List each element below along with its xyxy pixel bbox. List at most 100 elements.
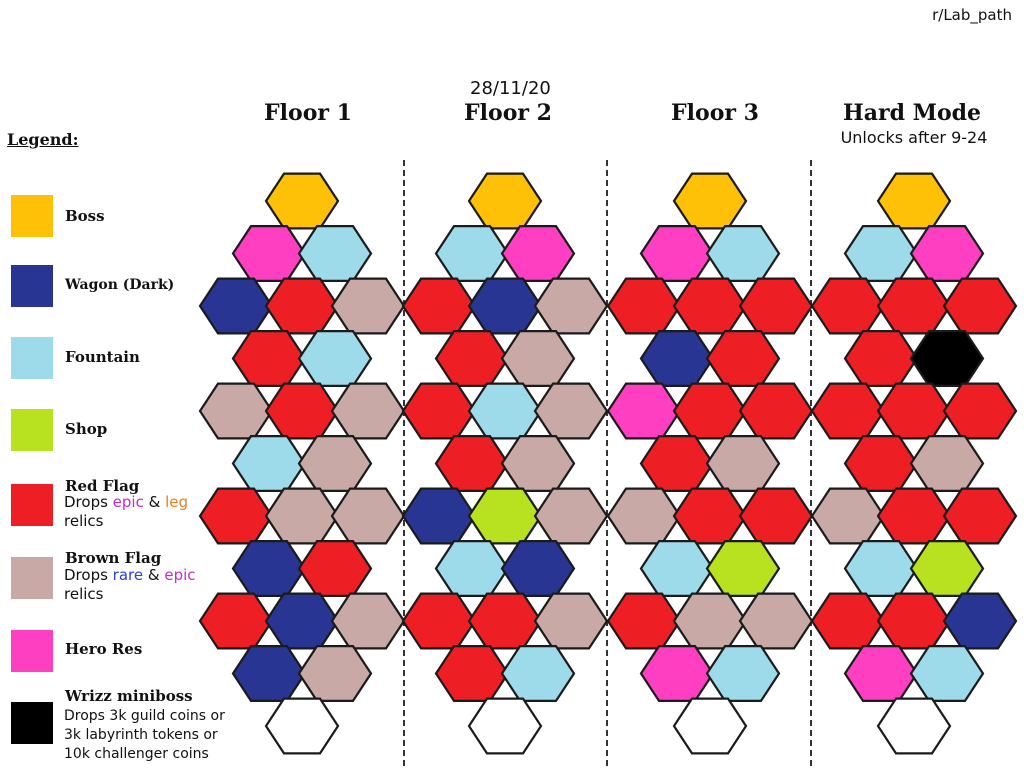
floor-2-tile-wagon bbox=[401, 487, 477, 545]
floor-3-tile-boss bbox=[672, 172, 748, 230]
floor-2-tile-brown-flag bbox=[500, 435, 576, 492]
floor-2-tile-fountain bbox=[434, 225, 510, 282]
floor-1-tile-boss bbox=[264, 172, 340, 230]
floor-4-tile-red-flag bbox=[942, 487, 1018, 545]
brown-flag-desc-prefix: Drops bbox=[64, 566, 113, 584]
legend-swatch-red-flag bbox=[11, 484, 53, 526]
floor-3-tile-fountain bbox=[705, 225, 781, 282]
floor-1-tile-brown-flag bbox=[297, 435, 373, 492]
legend-desc-wrizz: Drops 3k guild coins or 3k labyrinth tok… bbox=[64, 707, 225, 764]
wrizz-desc-line-2: 3k labyrinth tokens or bbox=[64, 727, 218, 743]
floor-4-tile-brown-flag bbox=[810, 487, 886, 545]
floor-1-tile-brown-flag bbox=[330, 592, 406, 650]
floor-1-tile-wagon bbox=[198, 277, 274, 335]
floor-4-tile-red-flag bbox=[876, 277, 952, 335]
legend-desc-red-flag: Drops epic & leg relics bbox=[64, 493, 188, 531]
floor-3-tile-red-flag bbox=[738, 277, 814, 335]
floor-3-tile-red-flag bbox=[672, 382, 748, 440]
floor-4-tile-fountain bbox=[843, 539, 919, 598]
floor-4-tile-hero-res bbox=[843, 644, 919, 703]
floor-divider-1 bbox=[403, 160, 405, 766]
red-flag-desc-suffix: relics bbox=[64, 512, 104, 530]
floor-1-tile-brown-flag bbox=[297, 644, 373, 703]
floor-1-tile-wagon bbox=[231, 644, 307, 703]
hard-mode-title: Hard Mode bbox=[842, 100, 982, 126]
floor-3-tile-shop bbox=[705, 539, 781, 598]
legend-label-fountain: Fountain bbox=[65, 348, 140, 366]
legend-swatch-brown-flag bbox=[11, 557, 53, 599]
floor-2-title: Floor 2 bbox=[464, 100, 552, 126]
floor-2-tile-fountain bbox=[467, 382, 543, 440]
floor-2-tile-wagon bbox=[500, 539, 576, 598]
legend-label-boss: Boss bbox=[65, 207, 105, 225]
floor-4-tile-red-flag bbox=[876, 487, 952, 545]
floor-3-tile-fountain bbox=[639, 539, 715, 598]
floor-1-tile-brown-flag bbox=[198, 382, 274, 440]
floor-2-tile-red-flag bbox=[434, 644, 510, 703]
floor-1-tile-wagon bbox=[231, 539, 307, 598]
floor-3-tile-hero-res bbox=[639, 225, 715, 282]
floor-1-tile-brown-flag bbox=[264, 487, 340, 545]
floor-2-tile-red-flag bbox=[467, 592, 543, 650]
floor-4-tile-red-flag bbox=[810, 277, 886, 335]
floor-divider-3 bbox=[810, 160, 812, 766]
red-flag-desc-mid: & bbox=[143, 493, 166, 511]
floor-4-tile-red-flag bbox=[843, 435, 919, 492]
legend-label-wagon: Wagon (Dark) bbox=[65, 277, 175, 293]
floor-2-tile-wagon bbox=[467, 277, 543, 335]
brown-flag-desc-suffix: relics bbox=[64, 585, 104, 603]
floor-1-tile-fountain bbox=[231, 435, 307, 492]
floor-2-tile-red-flag bbox=[434, 330, 510, 387]
legend-swatch-wagon bbox=[11, 265, 53, 307]
legend-swatch-wrizz bbox=[11, 702, 53, 744]
date-text: 28/11/20 bbox=[470, 78, 551, 99]
floor-3-tile-red-flag bbox=[738, 487, 814, 545]
floor-1-tile-empty bbox=[264, 697, 340, 755]
floor-1-tile-red-flag bbox=[297, 539, 373, 598]
wrizz-desc-line-1: Drops 3k guild coins or bbox=[64, 708, 225, 724]
red-flag-desc-prefix: Drops bbox=[64, 493, 113, 511]
floor-1-tile-red-flag bbox=[264, 382, 340, 440]
floor-2-tile-red-flag bbox=[401, 382, 477, 440]
floor-3-tile-red-flag bbox=[606, 277, 682, 335]
legend-swatch-fountain bbox=[11, 337, 53, 379]
floor-3-tile-brown-flag bbox=[738, 592, 814, 650]
legend-label-brown-flag: Brown Flag bbox=[65, 549, 162, 567]
hard-mode-subtitle: Unlocks after 9-24 bbox=[840, 128, 988, 147]
legend-label-red-flag: Red Flag bbox=[65, 477, 140, 495]
floor-3-tile-hero-res bbox=[639, 644, 715, 703]
floor-3-tile-red-flag bbox=[672, 277, 748, 335]
floor-3-tile-red-flag bbox=[672, 487, 748, 545]
floor-4-tile-red-flag bbox=[942, 277, 1018, 335]
red-flag-desc-leg: leg bbox=[165, 493, 188, 511]
floor-divider-2 bbox=[606, 160, 608, 766]
floor-1-tile-red-flag bbox=[198, 487, 274, 545]
floor-4-tile-brown-flag bbox=[909, 435, 985, 492]
floor-2-tile-boss bbox=[467, 172, 543, 230]
floor-1-tile-wagon bbox=[264, 592, 340, 650]
floor-3-tile-brown-flag bbox=[705, 435, 781, 492]
floor-4-tile-red-flag bbox=[843, 330, 919, 387]
floor-4-tile-red-flag bbox=[810, 382, 886, 440]
floor-1-tile-red-flag bbox=[198, 592, 274, 650]
floor-1-tile-brown-flag bbox=[330, 487, 406, 545]
floor-1-tile-red-flag bbox=[264, 277, 340, 335]
legend-swatch-hero-res bbox=[11, 630, 53, 672]
legend-label-wrizz: Wrizz miniboss bbox=[65, 687, 193, 705]
floor-2-tile-red-flag bbox=[401, 592, 477, 650]
floor-1-tile-fountain bbox=[297, 225, 373, 282]
credit-text: r/Lab_path bbox=[932, 6, 1012, 24]
floor-2-tile-hero-res bbox=[500, 225, 576, 282]
floor-1-title: Floor 1 bbox=[264, 100, 352, 126]
floor-1-tile-brown-flag bbox=[330, 277, 406, 335]
floor-4-tile-red-flag bbox=[942, 382, 1018, 440]
legend-swatch-boss bbox=[11, 195, 53, 237]
legend-label-shop: Shop bbox=[65, 420, 108, 438]
floor-4-tile-shop bbox=[909, 539, 985, 598]
floor-2-tile-brown-flag bbox=[533, 592, 609, 650]
legend-desc-brown-flag: Drops rare & epic relics bbox=[64, 566, 196, 604]
legend-label-hero-res: Hero Res bbox=[65, 640, 143, 658]
red-flag-desc-epic: epic bbox=[112, 493, 144, 511]
floor-4-tile-boss bbox=[876, 172, 952, 230]
